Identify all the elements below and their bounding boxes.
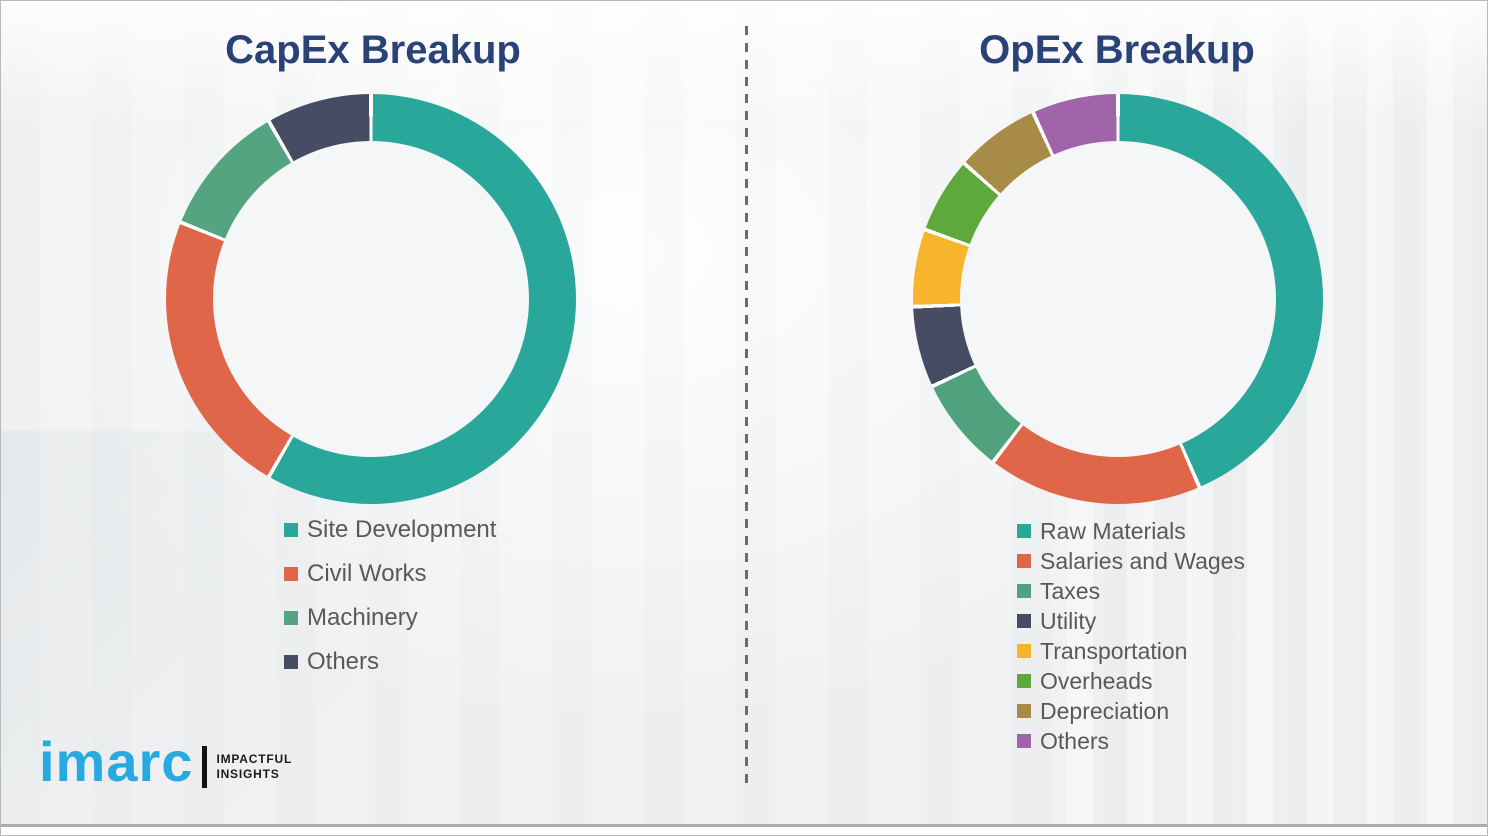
bottom-rule xyxy=(1,824,1487,827)
legend-swatch-overheads xyxy=(1017,674,1031,688)
legend-label-machinery: Machinery xyxy=(307,604,418,631)
legend-item-civil-works: Civil Works xyxy=(284,552,496,596)
legend-item-overheads: Overheads xyxy=(1017,666,1245,696)
legend-swatch-others xyxy=(284,655,298,669)
imarc-logo-wordmark: imarc xyxy=(39,730,194,793)
legend-label-others: Others xyxy=(1040,727,1110,754)
imarc-logo: imarc IMPACTFUL INSIGHTS xyxy=(39,734,292,790)
legend-label-site-development: Site Development xyxy=(307,516,497,543)
imarc-tagline-line2: INSIGHTS xyxy=(216,767,280,781)
capex-donut-hole xyxy=(213,141,529,457)
legend-item-taxes: Taxes xyxy=(1017,576,1245,606)
legend-swatch-others xyxy=(1017,734,1031,748)
legend-item-raw-materials: Raw Materials xyxy=(1017,516,1245,546)
bottom-strip xyxy=(1,827,1487,835)
legend-label-utility: Utility xyxy=(1040,607,1097,634)
legend-swatch-civil-works xyxy=(284,567,298,581)
legend-swatch-utility xyxy=(1017,614,1031,628)
legend-swatch-depreciation xyxy=(1017,704,1031,718)
capex-donut-chart xyxy=(166,94,576,504)
legend-item-site-development: Site Development xyxy=(284,508,496,552)
legend-item-utility: Utility xyxy=(1017,606,1245,636)
legend-item-transportation: Transportation xyxy=(1017,636,1245,666)
legend-label-salaries-and-wages: Salaries and Wages xyxy=(1040,547,1245,574)
legend-swatch-transportation xyxy=(1017,644,1031,658)
legend-label-transportation: Transportation xyxy=(1040,637,1188,664)
capex-chart-title: CapEx Breakup xyxy=(225,28,521,72)
legend-label-depreciation: Depreciation xyxy=(1040,697,1170,724)
imarc-tagline-line1: IMPACTFUL xyxy=(216,752,293,766)
legend-item-machinery: Machinery xyxy=(284,596,496,640)
legend-label-raw-materials: Raw Materials xyxy=(1040,517,1186,544)
legend-item-salaries-and-wages: Salaries and Wages xyxy=(1017,546,1245,576)
capex-legend: Site Development Civil Works Machinery Othe… xyxy=(284,508,496,684)
legend-label-others: Others xyxy=(307,648,380,675)
opex-donut-hole xyxy=(960,141,1276,457)
legend-item-others: Others xyxy=(284,640,496,684)
dashed-divider xyxy=(745,26,748,791)
legend-swatch-taxes xyxy=(1017,584,1031,598)
legend-swatch-salaries-and-wages xyxy=(1017,554,1031,568)
legend-item-others: Others xyxy=(1017,726,1245,756)
imarc-logo-separator xyxy=(202,746,208,788)
opex-legend: Raw Materials Salaries and Wages Taxes Util… xyxy=(1017,516,1245,756)
legend-label-overheads: Overheads xyxy=(1040,667,1153,694)
legend-label-civil-works: Civil Works xyxy=(307,560,427,587)
legend-swatch-site-development xyxy=(284,523,298,537)
opex-donut-chart xyxy=(913,94,1323,504)
legend-swatch-machinery xyxy=(284,611,298,625)
legend-item-depreciation: Depreciation xyxy=(1017,696,1245,726)
opex-chart-title: OpEx Breakup xyxy=(979,28,1255,72)
legend-swatch-raw-materials xyxy=(1017,524,1031,538)
legend-label-taxes: Taxes xyxy=(1040,577,1101,604)
imarc-logo-tagline: IMPACTFUL INSIGHTS xyxy=(216,752,292,782)
